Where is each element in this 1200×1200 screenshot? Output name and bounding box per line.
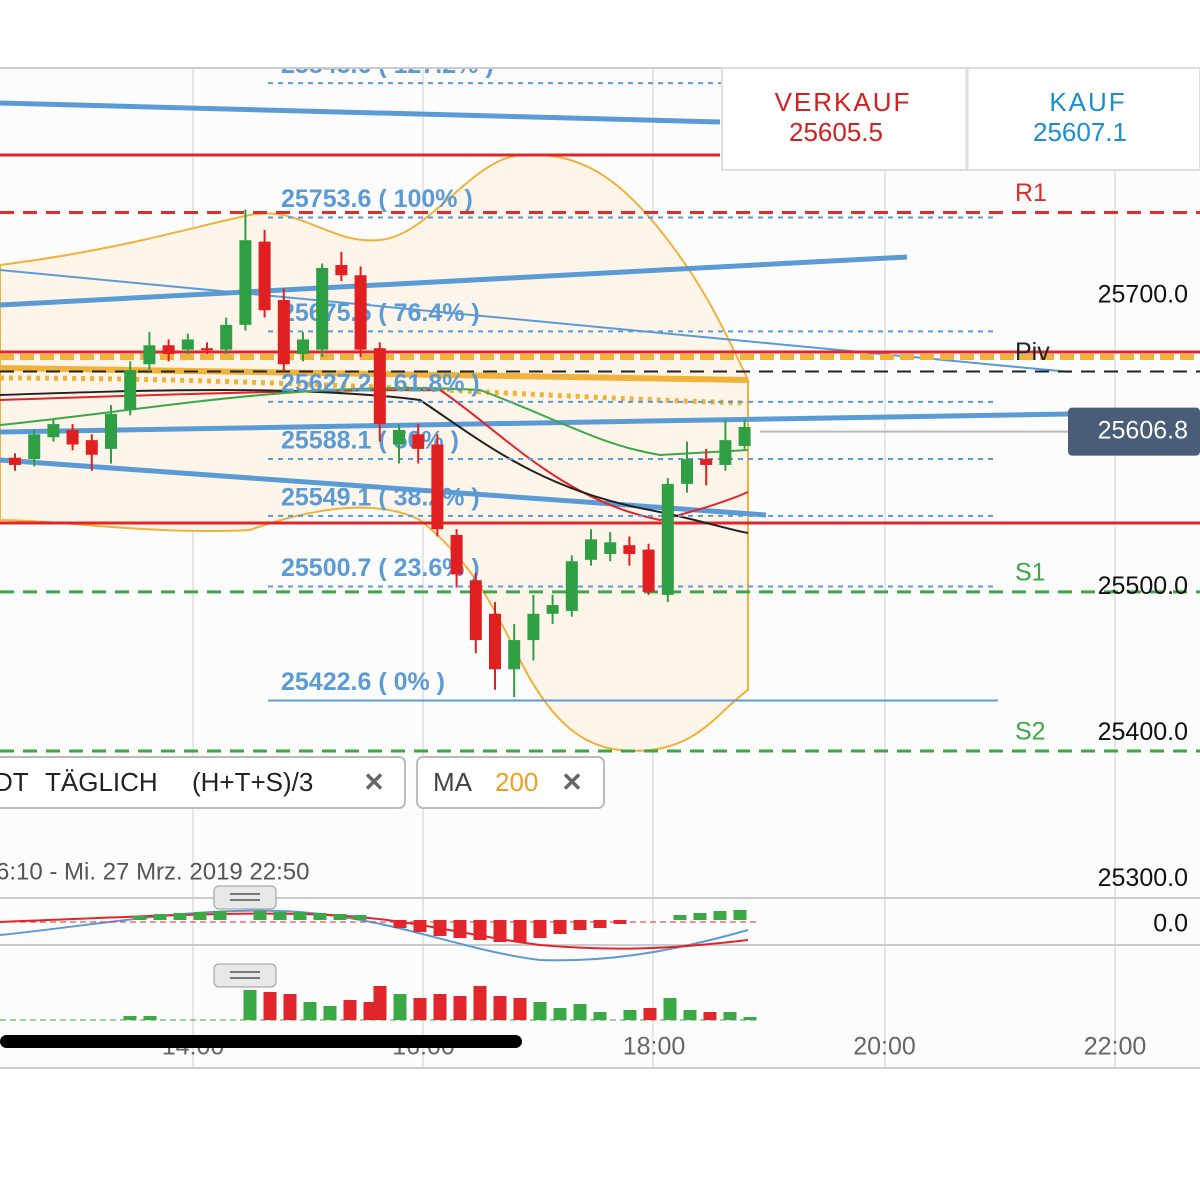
candle-body — [431, 444, 444, 530]
candle-body — [28, 434, 41, 460]
y-tick-label: 25700.0 — [1098, 280, 1188, 308]
buy-label[interactable]: KAUF — [1049, 87, 1126, 117]
chip-period: 200 — [495, 767, 538, 797]
candle-body — [393, 429, 405, 445]
candle-body — [143, 345, 156, 365]
candle-body — [297, 339, 309, 355]
chart-area: 25845.6 ( 127.2% ) 25753.6 ( 100% ) 25675.… — [0, 51, 1200, 1068]
candle-body — [9, 457, 21, 465]
candle-body — [489, 613, 501, 670]
x-tick-label: 20:00 — [853, 1033, 916, 1061]
sell-label[interactable]: VERKAUF — [775, 87, 912, 117]
candle-body — [661, 483, 674, 595]
pivot-label: R1 — [1015, 179, 1047, 207]
fib-label: 25753.6 ( 100% ) — [281, 185, 473, 213]
candle-body — [700, 459, 713, 465]
chip-close[interactable]: ✕ — [561, 767, 583, 797]
quote-panel: VERKAUF 25605.5 KAUF 25607.1 — [721, 67, 1200, 171]
candle-body — [105, 413, 117, 449]
candle-body — [604, 542, 617, 554]
candle-body — [316, 267, 329, 350]
candle-body — [181, 339, 194, 350]
indicator-lines — [0, 100, 1200, 1021]
x-tick-label: 22:00 — [1084, 1033, 1147, 1061]
candle-body — [277, 300, 290, 365]
pivot-label: Piv — [1015, 338, 1050, 366]
bollinger-band — [0, 153, 749, 752]
price-marks: 25845.6 ( 127.2% ) 25753.6 ( 100% ) 25675.… — [0, 51, 1200, 753]
candle-body — [469, 580, 482, 641]
pivot-label: S1 — [1015, 559, 1046, 587]
scroll-handles — [213, 885, 277, 988]
candle-body — [585, 539, 597, 560]
candle-body — [373, 348, 386, 425]
macd-tick-label: 0.0 — [1153, 910, 1188, 938]
candle-body — [719, 440, 732, 465]
candle-body — [681, 459, 693, 484]
y-tick-label: 25300.0 — [1098, 864, 1188, 892]
current-price-tag — [1068, 407, 1200, 456]
pivot-label: S2 — [1015, 718, 1046, 746]
candle-body — [623, 545, 636, 554]
range-text: 6:10 - Mi. 27 Mrz. 2019 22:50 — [0, 858, 310, 885]
fib-label: 25588.1 ( 50% ) — [281, 427, 459, 455]
chip-text: DT — [0, 767, 29, 797]
candle-body — [201, 348, 213, 351]
current-price-label: 25606.8 — [1098, 416, 1188, 444]
candle-body — [450, 534, 463, 575]
candle-body — [508, 640, 521, 670]
candle-body — [162, 345, 175, 355]
candle-body — [47, 424, 60, 438]
candle-body — [124, 370, 137, 410]
candle-body — [66, 429, 79, 445]
indicator-chips: DT TÄGLICH (H+T+S)/3 ✕ MA 200 ✕ — [0, 756, 605, 809]
fib-label: 25675.5 ( 76.4% ) — [281, 299, 480, 327]
fib-label: 25422.6 ( 0% ) — [281, 668, 445, 696]
x-tick-label: 18:00 — [623, 1033, 686, 1061]
y-tick-label: 25500.0 — [1098, 572, 1188, 600]
chip-text: TÄGLICH — [45, 767, 158, 797]
candle-body — [239, 240, 252, 325]
candle-body — [85, 440, 98, 455]
candle-body — [335, 265, 348, 276]
chip-text: MA — [433, 767, 473, 797]
sell-price[interactable]: 25605.5 — [789, 117, 883, 147]
candle-body — [642, 549, 655, 592]
candle-body — [738, 427, 751, 446]
candle-body — [354, 275, 367, 350]
chip-text: (H+T+S)/3 — [192, 767, 313, 797]
y-tick-label: 25400.0 — [1098, 718, 1188, 746]
candle-body — [220, 324, 233, 350]
candle-body — [412, 434, 425, 449]
scrollbar[interactable] — [0, 1035, 522, 1048]
candle-body — [546, 605, 559, 614]
buy-price[interactable]: 25607.1 — [1033, 117, 1127, 147]
candle-body — [258, 241, 271, 311]
candle-body — [565, 561, 578, 611]
fib-label: 25845.6 ( 127.2% ) — [281, 51, 494, 79]
fib-label: 25549.1 ( 38.2% ) — [281, 483, 480, 511]
fib-label: 25500.7 ( 23.6% ) — [281, 554, 480, 582]
candle-body — [527, 613, 540, 641]
chip-close[interactable]: ✕ — [363, 767, 385, 797]
